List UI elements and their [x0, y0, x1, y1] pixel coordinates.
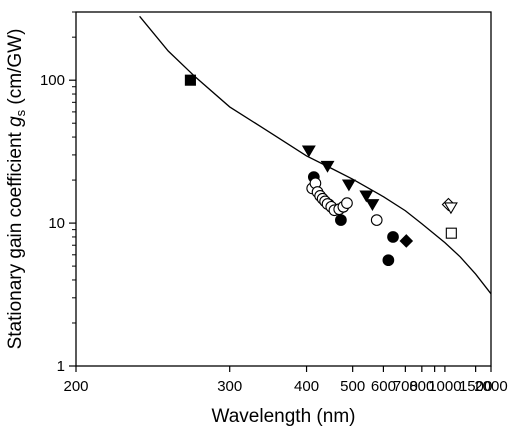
fit-curve [139, 15, 492, 295]
y-axis-title: Stationary gain coefficient gs (cm/GW) [5, 29, 28, 350]
x-tick-label: 300 [217, 378, 242, 395]
triangle-down-filled-marker [365, 199, 380, 211]
triangle-down-open-marker [443, 202, 458, 215]
circle-filled-marker [387, 231, 399, 243]
x-tick-label: 2000 [474, 378, 507, 395]
circle-open-marker [370, 214, 383, 226]
x-tick-label: 800 [409, 378, 434, 395]
x-tick-label: 700 [393, 378, 418, 395]
square-open-marker [445, 227, 457, 239]
x-tick-label: 600 [371, 378, 396, 395]
triangle-down-filled-marker [359, 190, 374, 203]
y-tick-label: 10 [48, 215, 65, 232]
triangle-down-filled-marker [301, 145, 316, 158]
x-tick-label: 200 [63, 378, 88, 395]
circle-filled-marker [335, 214, 347, 226]
circle-open-marker [341, 197, 353, 209]
x-axis-title: Wavelength (nm) [212, 406, 356, 427]
square-filled-marker [184, 74, 196, 86]
triangle-down-filled-marker [320, 160, 335, 173]
x-tick-label: 1500 [459, 378, 492, 395]
circle-filled-marker [382, 254, 395, 267]
x-tick-label: 400 [294, 378, 319, 395]
y-tick-label: 100 [40, 72, 65, 89]
plot-frame [75, 11, 492, 367]
triangle-down-filled-marker [341, 179, 356, 192]
x-tick-label: 1000 [428, 378, 461, 395]
y-tick-label: 1 [57, 358, 65, 375]
diamond-filled-marker [399, 234, 414, 248]
x-tick-label: 500 [340, 378, 365, 395]
